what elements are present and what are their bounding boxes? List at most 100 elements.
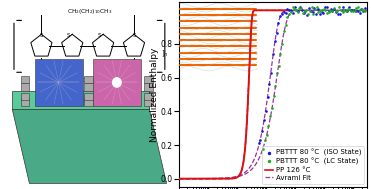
- Point: [306, 7, 312, 10]
- Point: [339, 8, 345, 11]
- Point: [317, 10, 323, 13]
- Point: [344, 10, 350, 13]
- Point: [331, 8, 337, 11]
- Point: [276, 65, 282, 68]
- FancyBboxPatch shape: [21, 98, 29, 106]
- Point: [270, 94, 276, 98]
- Point: [314, 5, 320, 9]
- Text: S: S: [132, 33, 136, 38]
- Point: [266, 82, 272, 85]
- Circle shape: [112, 78, 121, 87]
- Point: [326, 10, 332, 13]
- Point: [341, 9, 347, 12]
- Point: [355, 9, 361, 12]
- FancyBboxPatch shape: [144, 98, 153, 106]
- Point: [256, 142, 262, 145]
- Point: [304, 13, 310, 16]
- Point: [312, 8, 318, 11]
- Point: [265, 96, 270, 99]
- Point: [300, 11, 306, 14]
- Y-axis label: Normalized Enthalpy: Normalized Enthalpy: [150, 47, 159, 142]
- Point: [309, 6, 315, 9]
- Point: [350, 10, 356, 13]
- Point: [264, 134, 270, 137]
- Point: [279, 12, 285, 15]
- Point: [288, 8, 294, 11]
- Point: [315, 8, 321, 11]
- Point: [299, 9, 305, 12]
- Point: [352, 10, 358, 13]
- Point: [263, 110, 269, 113]
- Point: [357, 12, 362, 15]
- Point: [295, 11, 301, 14]
- FancyBboxPatch shape: [84, 93, 93, 100]
- Point: [310, 10, 316, 13]
- Point: [315, 10, 321, 13]
- Point: [268, 72, 274, 75]
- FancyBboxPatch shape: [144, 83, 153, 91]
- Text: CH$_3$(CH$_2$)$_{10}$CH$_2$: CH$_3$(CH$_2$)$_{10}$CH$_2$: [67, 76, 112, 85]
- FancyBboxPatch shape: [144, 76, 153, 83]
- Point: [295, 10, 301, 13]
- Point: [270, 52, 276, 55]
- Point: [290, 12, 296, 15]
- Point: [335, 12, 341, 15]
- Point: [351, 8, 357, 11]
- Point: [324, 12, 330, 15]
- Point: [265, 125, 271, 128]
- Polygon shape: [12, 109, 167, 183]
- Point: [319, 10, 325, 13]
- Point: [278, 53, 283, 56]
- Point: [326, 9, 332, 12]
- Point: [357, 9, 363, 12]
- Point: [347, 8, 352, 11]
- Point: [348, 9, 354, 12]
- FancyBboxPatch shape: [84, 98, 93, 106]
- FancyBboxPatch shape: [21, 93, 29, 100]
- Point: [324, 5, 330, 9]
- Point: [349, 9, 355, 12]
- Point: [285, 8, 290, 11]
- Point: [328, 7, 334, 10]
- Point: [260, 147, 266, 150]
- Point: [274, 71, 280, 74]
- Text: S: S: [98, 33, 101, 38]
- Point: [267, 115, 273, 118]
- Point: [317, 13, 323, 16]
- Point: [321, 11, 326, 14]
- Point: [362, 6, 368, 9]
- Point: [312, 7, 318, 10]
- FancyBboxPatch shape: [84, 83, 93, 91]
- Point: [328, 9, 334, 12]
- FancyBboxPatch shape: [21, 83, 29, 91]
- Point: [358, 8, 364, 11]
- Point: [337, 12, 343, 15]
- Point: [342, 8, 348, 11]
- Point: [283, 24, 289, 27]
- Point: [290, 5, 296, 9]
- Point: [286, 9, 292, 12]
- FancyBboxPatch shape: [144, 93, 153, 100]
- Point: [308, 10, 314, 13]
- Point: [313, 12, 319, 15]
- Point: [305, 12, 311, 15]
- Point: [298, 7, 304, 10]
- Point: [319, 8, 325, 11]
- Point: [297, 5, 303, 9]
- Point: [336, 5, 342, 9]
- Point: [340, 5, 346, 9]
- Point: [257, 139, 263, 142]
- Point: [281, 30, 287, 33]
- Point: [338, 9, 344, 12]
- Point: [334, 10, 340, 13]
- Point: [353, 9, 359, 12]
- Point: [302, 10, 308, 13]
- Point: [291, 8, 297, 11]
- Point: [343, 9, 349, 12]
- Point: [281, 10, 287, 13]
- Point: [272, 84, 278, 87]
- Point: [262, 139, 268, 142]
- Text: ]$_n$: ]$_n$: [161, 49, 168, 59]
- Point: [296, 6, 302, 9]
- Point: [277, 14, 283, 17]
